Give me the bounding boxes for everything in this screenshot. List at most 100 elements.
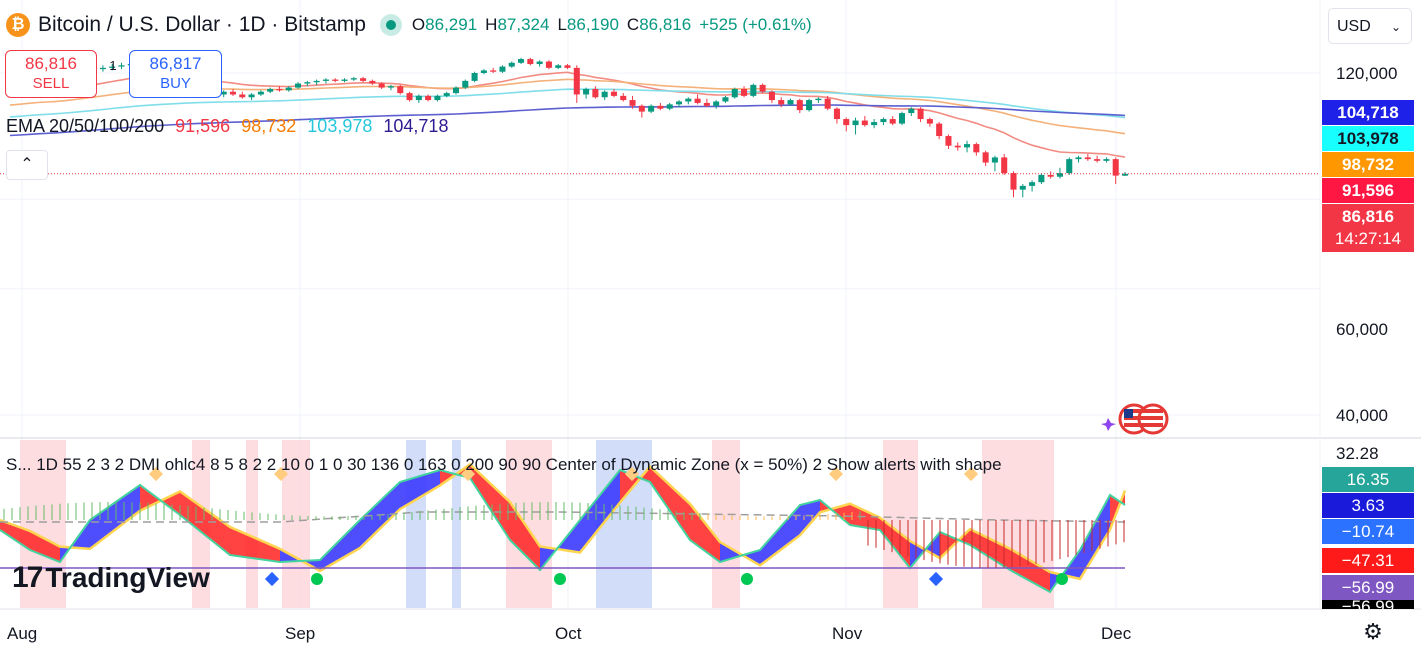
indicator-badge-3: −10.74 [1322, 519, 1414, 544]
ema20-badge: 91,596 [1322, 178, 1414, 203]
candle-body [685, 98, 692, 102]
candle-body [638, 105, 645, 112]
oscillator-signal-line [0, 462, 1127, 581]
candle-body [824, 98, 831, 109]
candle-body [109, 66, 116, 68]
candle-body [889, 119, 896, 124]
oscillator-fill [1080, 495, 1110, 579]
candle-body [1075, 157, 1082, 160]
indicator-legend[interactable]: S... 1D 55 2 3 2 DMI ohlc4 8 5 8 2 2 10 … [6, 455, 1002, 474]
candle-body [313, 80, 320, 83]
collapse-legend-button[interactable]: ⌃ [6, 150, 48, 180]
candle-body [406, 93, 413, 101]
candle-body [527, 59, 534, 65]
oscillator-fill [880, 517, 910, 568]
indicator-badge-4: −47.31 [1322, 548, 1414, 573]
candle-body [1038, 174, 1045, 183]
currency-select[interactable]: USD ⌄ [1328, 8, 1412, 44]
candle-body [267, 88, 274, 92]
alert-flags[interactable] [1101, 403, 1169, 435]
signal-diamond-blue [928, 571, 944, 587]
candle-body [1112, 159, 1119, 176]
last-price-badge: 86,816 14:27:14 [1322, 204, 1414, 252]
chevron-down-icon: ⌄ [1390, 20, 1401, 34]
candle-body [332, 79, 339, 81]
candle-body [415, 95, 422, 101]
indicator-badge-6: −56.99 [1322, 600, 1414, 609]
candle-body [99, 67, 106, 70]
oscillator-fill [800, 500, 820, 536]
tradingview-wordmark: TradingView [45, 562, 210, 593]
settings-gear-icon[interactable]: ⚙ [1363, 619, 1383, 644]
oscillator-fill [760, 505, 800, 566]
sell-button[interactable]: 86,816 SELL [5, 50, 97, 98]
candle-body [908, 108, 915, 114]
candle-body [545, 61, 552, 68]
candles [6, 57, 1129, 198]
candle-body [610, 91, 617, 96]
candle-body [815, 98, 822, 101]
indicator-zone [712, 440, 740, 608]
ema200-value: 104,718 [383, 116, 449, 136]
time-tick-sep: Sep [285, 624, 316, 643]
candle-body [322, 79, 329, 81]
ema200-badge: 104,718 [1322, 100, 1414, 125]
candle-body [471, 73, 478, 81]
candle-body [694, 98, 701, 103]
time-tick-nov: Nov [832, 624, 863, 643]
candle-body [861, 120, 868, 126]
indicator-badge-2: 3.63 [1322, 493, 1414, 518]
candle-body [1019, 185, 1026, 190]
indicator-top-value: 32.28 [1336, 444, 1379, 463]
buy-label: BUY [160, 75, 191, 92]
ema20-value: 91,596 [175, 116, 231, 136]
indicator-zone [20, 440, 66, 608]
candle-body [276, 88, 283, 91]
candle-body [917, 108, 924, 120]
buy-price: 86,817 [149, 54, 202, 73]
ohlc-change: +525 (+0.61%) [699, 15, 812, 34]
price-tick-40000: 40,000 [1336, 406, 1388, 425]
oscillator-fill [30, 531, 60, 562]
candle-body [1056, 173, 1063, 177]
candle-body [741, 88, 748, 96]
candle-body [573, 67, 580, 95]
candle-body [583, 88, 590, 95]
candle-body [1121, 173, 1129, 176]
candle-body [806, 100, 813, 111]
indicator-zone [282, 440, 310, 608]
candle-body [369, 80, 376, 84]
ema100-value: 103,978 [307, 116, 373, 136]
candle-body [239, 94, 246, 98]
ema-legend[interactable]: EMA 20/50/100/200 91,596 98,732 103,978 … [6, 116, 448, 137]
candle-body [657, 105, 664, 109]
candle-body [555, 65, 562, 68]
candle-body [787, 100, 794, 105]
signal-diamond-orange [963, 466, 979, 482]
candle-body [564, 65, 571, 68]
candle-body [796, 100, 803, 111]
candle-body [871, 122, 878, 126]
candle-body [499, 66, 506, 72]
oscillator-fill [0, 520, 30, 550]
candle-body [378, 83, 385, 88]
candle-body [945, 136, 952, 146]
symbol-header[interactable]: ₿ Bitcoin / U.S. Dollar · 1D · Bitstamp … [6, 10, 820, 40]
candle-body [257, 91, 264, 95]
candle-body [508, 62, 515, 67]
sell-price: 86,816 [25, 54, 77, 73]
price-tick-60000: 60,000 [1336, 320, 1388, 339]
candle-body [1029, 182, 1036, 186]
candle-body [601, 91, 608, 98]
symbol-title[interactable]: Bitcoin / U.S. Dollar · 1D · Bitstamp [38, 13, 366, 36]
tradingview-logo[interactable]: 17 TradingView [12, 561, 210, 595]
ema100-line [9, 88, 1126, 119]
oscillator-fill [510, 502, 540, 570]
candle-body [722, 97, 729, 102]
ohlc-close: C86,816 [626, 15, 692, 34]
buy-button[interactable]: 86,817 BUY [129, 50, 222, 98]
ema-legend-label: EMA 20/50/100/200 [6, 116, 165, 136]
candle-body [1103, 159, 1110, 161]
last-price-value: 86,816 [1342, 207, 1394, 226]
